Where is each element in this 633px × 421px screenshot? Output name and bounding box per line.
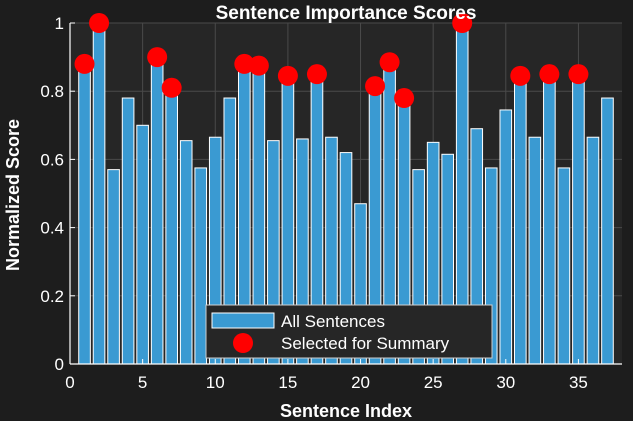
selected-point (147, 47, 168, 68)
bar (92, 22, 106, 365)
x-tick-label: 30 (496, 373, 515, 392)
y-tick-label: 0.2 (40, 287, 64, 306)
selected-point (568, 64, 589, 85)
x-tick-label: 20 (351, 373, 370, 392)
bar (601, 97, 614, 365)
bar (136, 124, 149, 365)
x-axis-label: Sentence Index (280, 401, 412, 421)
bar (586, 136, 600, 365)
bar (514, 75, 527, 365)
bar (150, 56, 164, 365)
y-tick-label: 1 (55, 14, 64, 33)
legend-label-all-sentences: All Sentences (281, 312, 385, 331)
selected-point (89, 13, 110, 33)
bar (499, 109, 513, 365)
y-axis-label: Normalized Score (3, 119, 23, 271)
legend-label-selected-for-summary: Selected for Summary (281, 334, 450, 353)
y-tick-label: 0 (55, 355, 64, 374)
bar (557, 167, 571, 365)
bar (78, 63, 91, 365)
selected-point (510, 65, 531, 86)
selected-point (277, 65, 298, 86)
bar (543, 73, 556, 365)
x-tick-label: 10 (206, 373, 225, 392)
x-tick-label: 5 (138, 373, 147, 392)
bar (179, 140, 193, 365)
legend-marker-swatch (233, 333, 253, 353)
selected-markers (74, 13, 589, 109)
x-tick-label: 15 (278, 373, 297, 392)
bar (194, 167, 208, 365)
y-tick-label: 0.6 (40, 150, 64, 169)
chart-title: Sentence Importance Scores (216, 3, 477, 24)
selected-point (234, 53, 255, 74)
x-tick-label: 0 (65, 373, 74, 392)
x-tick-label: 25 (424, 373, 443, 392)
axes: 0 5 10 15 20 25 30 35 0 0.2 0.4 0.6 0.8 1 (40, 14, 622, 392)
selected-point (394, 88, 415, 109)
selected-point (452, 13, 473, 33)
selected-point (161, 77, 182, 98)
selected-point (306, 64, 327, 85)
y-tick-label: 0.8 (40, 82, 64, 101)
x-tick-label: 35 (569, 373, 588, 392)
selected-point (248, 55, 269, 76)
bar (572, 73, 585, 365)
bar (121, 97, 135, 365)
y-tick-label: 0.4 (40, 219, 64, 238)
selected-point (365, 76, 386, 97)
selected-point (74, 53, 95, 74)
bar (165, 87, 178, 365)
legend: All Sentences Selected for Summary (205, 304, 493, 359)
bar (107, 169, 120, 365)
legend-bar-swatch (211, 312, 275, 329)
selected-point (379, 52, 400, 73)
bar (528, 136, 542, 365)
selected-point (539, 64, 560, 85)
